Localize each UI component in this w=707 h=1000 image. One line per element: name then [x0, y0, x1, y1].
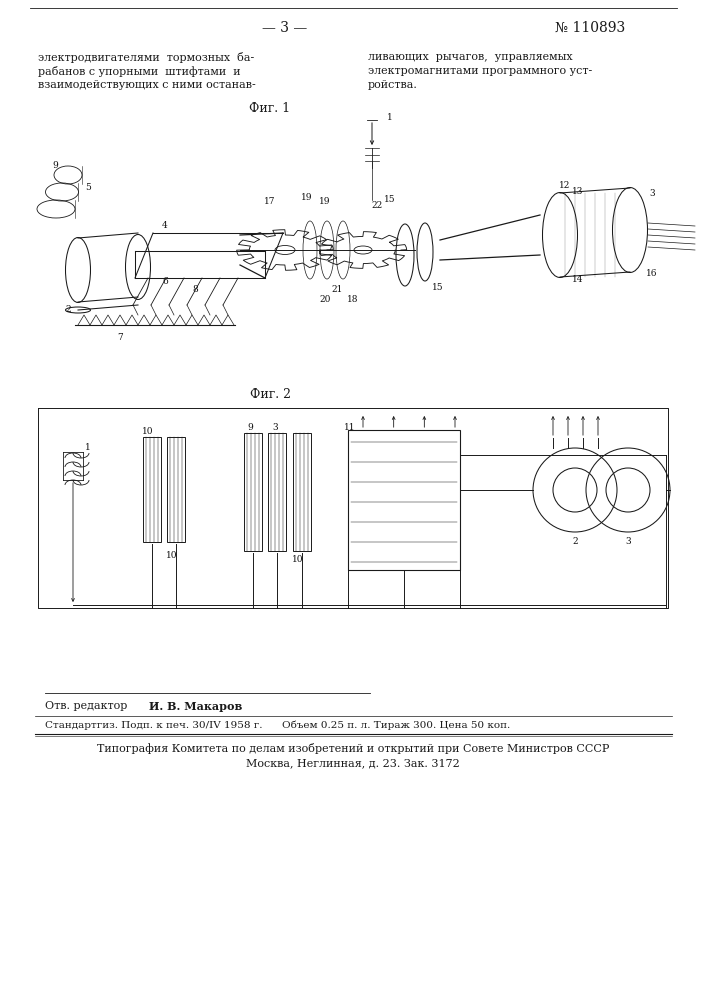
Text: — 3 —: — 3 —	[262, 21, 308, 35]
Text: взаимодействующих с ними останав-: взаимодействующих с ними останав-	[38, 80, 256, 90]
Text: 14: 14	[572, 274, 584, 284]
Text: 18: 18	[347, 296, 358, 304]
Text: Типография Комитета по делам изобретений и открытий при Совете Министров СССР: Типография Комитета по делам изобретений…	[97, 742, 609, 754]
Text: 13: 13	[572, 186, 584, 196]
Text: 9: 9	[52, 160, 58, 169]
Text: 5: 5	[85, 184, 91, 192]
Text: 19: 19	[320, 198, 331, 207]
Text: 11: 11	[344, 424, 356, 432]
Text: 10: 10	[166, 550, 177, 560]
Text: 2: 2	[65, 306, 71, 314]
Bar	[348, 430, 460, 570]
Text: Москва, Неглинная, д. 23. Зак. 3172: Москва, Неглинная, д. 23. Зак. 3172	[246, 758, 460, 768]
Text: рабанов с упорными  штифтами  и: рабанов с упорными штифтами и	[38, 66, 240, 77]
Text: 15: 15	[384, 196, 396, 205]
Text: 2: 2	[572, 538, 578, 546]
Text: электродвигателями  тормозных  ба-: электродвигателями тормозных ба-	[38, 52, 255, 63]
Text: 20: 20	[320, 296, 331, 304]
Text: И. В. Макаров: И. В. Макаров	[149, 700, 243, 712]
Text: 8: 8	[192, 286, 198, 294]
Text: 12: 12	[559, 180, 571, 190]
Text: Стандартгиз. Подп. к печ. 30/IV 1958 г.      Объем 0.25 п. л. Тираж 300. Цена 50: Стандартгиз. Подп. к печ. 30/IV 1958 г. …	[45, 720, 510, 730]
Bar	[143, 437, 161, 542]
Text: 21: 21	[332, 286, 343, 294]
Text: 22: 22	[371, 200, 382, 210]
Text: ройства.: ройства.	[368, 80, 418, 90]
Text: № 110893: № 110893	[555, 21, 625, 35]
Bar	[293, 433, 311, 551]
Text: 1: 1	[387, 113, 393, 122]
Text: ливающих  рычагов,  управляемых: ливающих рычагов, управляемых	[368, 52, 573, 62]
Text: 15: 15	[432, 284, 444, 292]
Text: 3: 3	[272, 424, 278, 432]
Text: 16: 16	[646, 268, 658, 277]
Bar	[167, 437, 185, 542]
Bar	[268, 433, 286, 551]
Text: 10: 10	[292, 556, 304, 564]
Text: 19: 19	[301, 194, 312, 202]
Text: 7: 7	[117, 334, 123, 342]
Text: электромагнитами программного уст-: электромагнитами программного уст-	[368, 66, 592, 76]
Text: Фиг. 1: Фиг. 1	[250, 102, 291, 114]
Text: 6: 6	[162, 277, 168, 286]
Text: Отв. редактор: Отв. редактор	[45, 701, 131, 711]
Text: 9: 9	[247, 424, 253, 432]
Text: 10: 10	[142, 428, 153, 436]
Text: Фиг. 2: Фиг. 2	[250, 388, 291, 401]
Text: 3: 3	[649, 188, 655, 198]
Text: 17: 17	[264, 198, 276, 207]
Text: 4: 4	[162, 221, 168, 230]
Bar	[244, 433, 262, 551]
Text: 3: 3	[625, 538, 631, 546]
Text: 1: 1	[85, 442, 91, 452]
